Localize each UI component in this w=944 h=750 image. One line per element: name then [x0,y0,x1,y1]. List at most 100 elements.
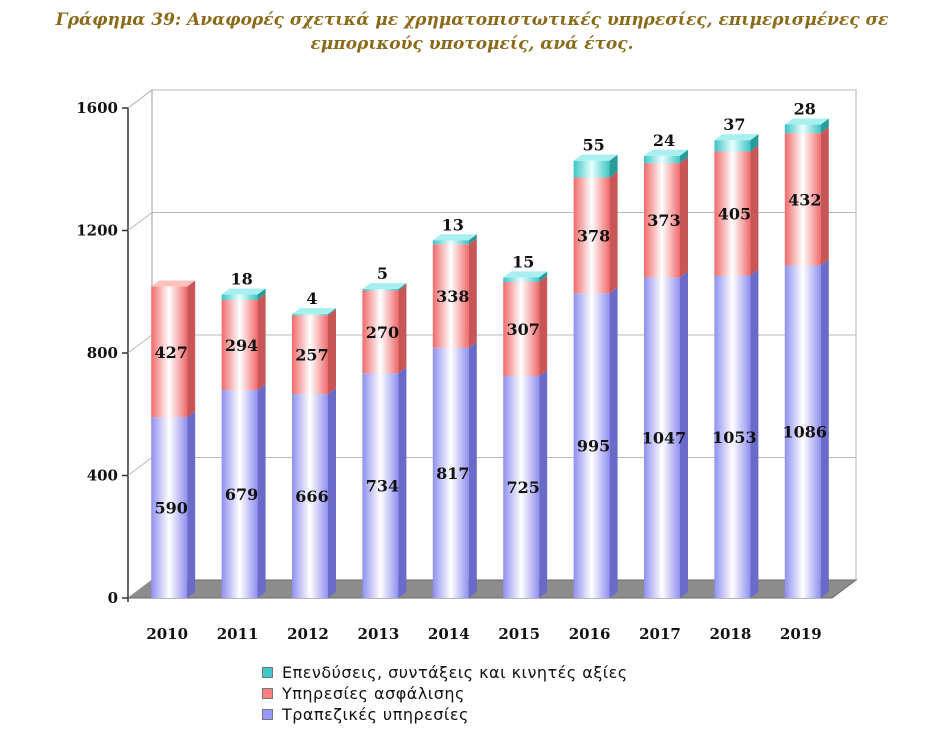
bar-side [609,171,618,294]
data-label-s0-2011: 679 [225,485,258,504]
bar-insurance-2014 [432,238,477,348]
bar-side [328,308,336,316]
bars [151,118,829,598]
y-tick-label-3: 1200 [76,222,118,240]
gridline-depth-3 [127,212,153,231]
bar-insurance-2010 [151,280,196,418]
x-tick-label-2014: 2014 [428,625,470,643]
x-tick-label-2017: 2017 [639,625,681,643]
bar-side [398,282,407,291]
bar-side [680,157,688,278]
bar-side [539,275,548,376]
bar-side [257,384,266,598]
stacked-bar-chart: 0 400 800 1200 1600 590 427 679 294 18 666 257 4 734… [76,89,858,643]
bar-front [573,177,610,294]
bar-top [362,282,407,289]
bar-investments-2015 [503,271,548,282]
x-tick-label-2016: 2016 [569,625,611,643]
bar-front [573,160,610,178]
bar-front [784,265,821,598]
data-label-s0-2018: 1053 [712,428,757,447]
bar-side [328,309,336,395]
bar-front [644,163,680,278]
bar-investments-2013 [362,282,407,291]
data-label-s1-2017: 373 [647,211,680,230]
bar-front [784,133,821,266]
data-label-s2-2018: 37 [723,115,745,134]
data-label-s0-2015: 725 [506,478,539,497]
bar-investments-2016 [573,154,618,178]
bar-investments-2017 [644,149,688,164]
data-label-s0-2010: 590 [154,499,187,518]
bar-banking-2017 [644,271,688,598]
bar-banking-2012 [292,388,336,598]
bar-insurance-2017 [644,157,688,278]
legend-item-banking: Τραπεζικές υπηρεσίες [262,704,628,725]
bar-top [221,288,266,295]
bar-side [750,145,759,276]
bar-top [714,134,759,141]
data-label-s1-2014: 338 [436,287,469,306]
data-label-s2-2012: 4 [306,289,317,308]
bar-banking-2019 [784,259,829,598]
bar-investments-2012 [292,308,336,316]
bar-side [187,411,196,598]
bar-side [539,369,548,598]
data-label-s1-2010: 427 [154,343,187,362]
bar-front [362,288,399,291]
bar-side [328,388,336,598]
bar-banking-2016 [573,287,618,598]
bar-side [609,287,618,598]
bar-side [680,149,688,164]
chart-title: Γράφημα 39: Αναφορές σχετικά με χρηματοπ… [55,10,889,54]
bar-front [714,151,751,276]
y-tick-label-1: 400 [87,467,118,485]
legend-item-investments: Επενδύσεις, συντάξεις και κινητές αξίες [262,662,628,683]
bar-side [820,118,829,134]
bar-top [644,149,688,156]
bar-investments-2019 [784,118,829,134]
bar-side [750,134,759,152]
bar-side [750,269,759,598]
bar-side [257,294,266,391]
bar-front [432,240,469,245]
x-tick-label-2015: 2015 [498,625,540,643]
bar-investments-2014 [432,234,477,245]
bar-front [151,417,188,598]
data-label-s2-2016: 55 [582,136,604,155]
y-tick-label-2: 800 [87,344,118,362]
legend-swatch-banking [262,709,273,720]
bar-front [151,286,188,418]
data-label-s0-2016: 995 [577,437,610,456]
data-label-s1-2016: 378 [577,226,610,245]
bar-front [714,140,751,152]
bar-banking-2015 [503,369,548,598]
bar-top [784,118,829,125]
bar-top [503,271,548,278]
bar-front [362,373,399,598]
data-label-s1-2018: 405 [718,205,751,224]
data-label-s2-2014: 13 [442,215,464,234]
bar-top [573,154,618,161]
legend-label-insurance: Υπηρεσίες ασφάλισης [282,684,465,703]
bar-front [292,314,328,316]
bar-banking-2014 [432,341,477,598]
bar-front [573,293,610,598]
bar-side [609,154,618,178]
y-axis-ticks: 0 400 800 1200 1600 [76,99,128,607]
bar-investments-2018 [714,134,759,152]
bar-side [539,271,548,282]
data-label-s2-2019: 28 [794,100,816,119]
data-label-s0-2014: 817 [436,464,469,483]
legend-swatch-insurance [262,688,273,699]
bar-front [503,277,540,282]
bar-side [820,127,829,266]
x-tick-label-2012: 2012 [287,625,329,643]
legend-label-banking: Τραπεζικές υπηρεσίες [282,705,469,724]
bar-banking-2018 [714,269,759,598]
x-tick-label-2010: 2010 [146,625,188,643]
data-label-s2-2013: 5 [377,264,388,283]
bar-side [398,367,407,598]
bar-front [644,277,680,598]
bar-side [187,280,196,418]
